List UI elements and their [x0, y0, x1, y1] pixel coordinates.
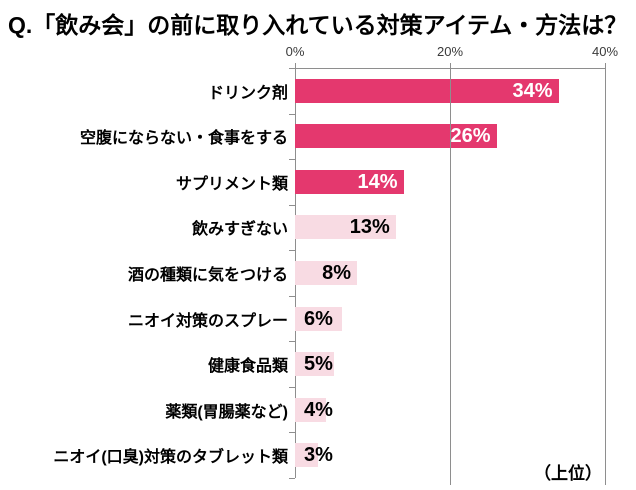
axis-tick [289, 68, 295, 69]
plot-area: ドリンク剤 34% 空腹にならない・食事をする 26% サプリメント類 14% 飲みすぎない… [53, 63, 606, 485]
chart-row: ドリンク剤 34% [0, 68, 605, 114]
axis-tick [289, 296, 295, 297]
chart-row: サプリメント類 14% [0, 159, 605, 205]
bar-area: 26% [295, 114, 605, 160]
bar-value-label: 3% [304, 444, 333, 467]
bar: 5% [295, 352, 334, 377]
axis-tick [289, 341, 295, 342]
axis-tick [289, 159, 295, 160]
chart-row: 健康食品類 5% [0, 341, 605, 387]
bar-area: 6% [295, 296, 605, 342]
bar: 34% [295, 78, 559, 103]
bar-area: 4% [295, 387, 605, 433]
bar-value-label: 6% [304, 307, 333, 330]
bar-area: 8% [295, 250, 605, 296]
bar: 14% [295, 169, 404, 194]
chart-row: ニオイ対策のスプレー 6% [0, 296, 605, 342]
bar-value-label: 13% [349, 216, 390, 239]
axis-tick [295, 63, 296, 68]
category-label: 飲みすぎない [191, 221, 288, 239]
bar: 13% [295, 215, 396, 240]
chart-row: 空腹にならない・食事をする 26% [0, 114, 605, 160]
chart-row: ニオイ(口臭)対策のタブレット類 3% [0, 433, 605, 479]
category-label: 薬類(胃腸薬など) [165, 403, 288, 421]
bar: 26% [295, 124, 497, 149]
chart-rows: ドリンク剤 34% 空腹にならない・食事をする 26% サプリメント類 14% 飲みすぎない… [0, 68, 605, 478]
x-axis-tick-label: 40% [591, 44, 619, 59]
category-label: ニオイ(口臭)対策のタブレット類 [53, 449, 288, 467]
axis-tick [289, 432, 295, 433]
bar-value-label: 8% [322, 262, 351, 285]
bar-area: 14% [295, 159, 605, 205]
axis-tick [289, 205, 295, 206]
chart-title: Q.「飲み会」の前に取り入れている対策アイテム・方法は？ [8, 12, 628, 38]
bar: 4% [295, 397, 333, 422]
category-label: 健康食品類 [207, 358, 288, 376]
axis-tick [289, 250, 295, 251]
bar-value-label: 5% [304, 353, 333, 376]
x-axis-labels: 0% 20% 40% [286, 44, 618, 60]
chart-row: 酒の種類に気をつける 8% [0, 250, 605, 296]
gridline-vertical [605, 68, 606, 485]
bar-area: 13% [295, 205, 605, 251]
bar: 3% [295, 443, 333, 468]
category-label: ドリンク剤 [207, 84, 288, 102]
category-label: 酒の種類に気をつける [127, 267, 288, 285]
bar-value-label: 4% [304, 398, 333, 421]
category-label: ニオイ対策のスプレー [127, 312, 288, 330]
category-label: サプリメント類 [175, 175, 288, 193]
bar-area: 5% [295, 341, 605, 387]
bar-value-label: 26% [450, 125, 491, 148]
bar-value-label: 14% [357, 170, 398, 193]
axis-tick [289, 114, 295, 115]
chart-row: 薬類(胃腸薬など) 4% [0, 387, 605, 433]
bar: 6% [295, 306, 342, 331]
bar-area: 34% [295, 68, 605, 114]
chart-row: 飲みすぎない 13% [0, 205, 605, 251]
bar-value-label: 34% [512, 79, 553, 102]
note-label: （上位） [534, 464, 602, 483]
bar-area: 3% [295, 433, 605, 479]
x-axis-tick-label: 0% [285, 44, 305, 59]
axis-tick [289, 387, 295, 388]
category-label: 空腹にならない・食事をする [79, 130, 288, 148]
gridline-vertical [450, 68, 451, 485]
axis-tick [605, 63, 606, 68]
axis-tick [450, 63, 451, 68]
bar: 8% [295, 261, 357, 286]
axis-tick [289, 478, 295, 479]
x-axis-tick-label: 20% [436, 44, 464, 59]
